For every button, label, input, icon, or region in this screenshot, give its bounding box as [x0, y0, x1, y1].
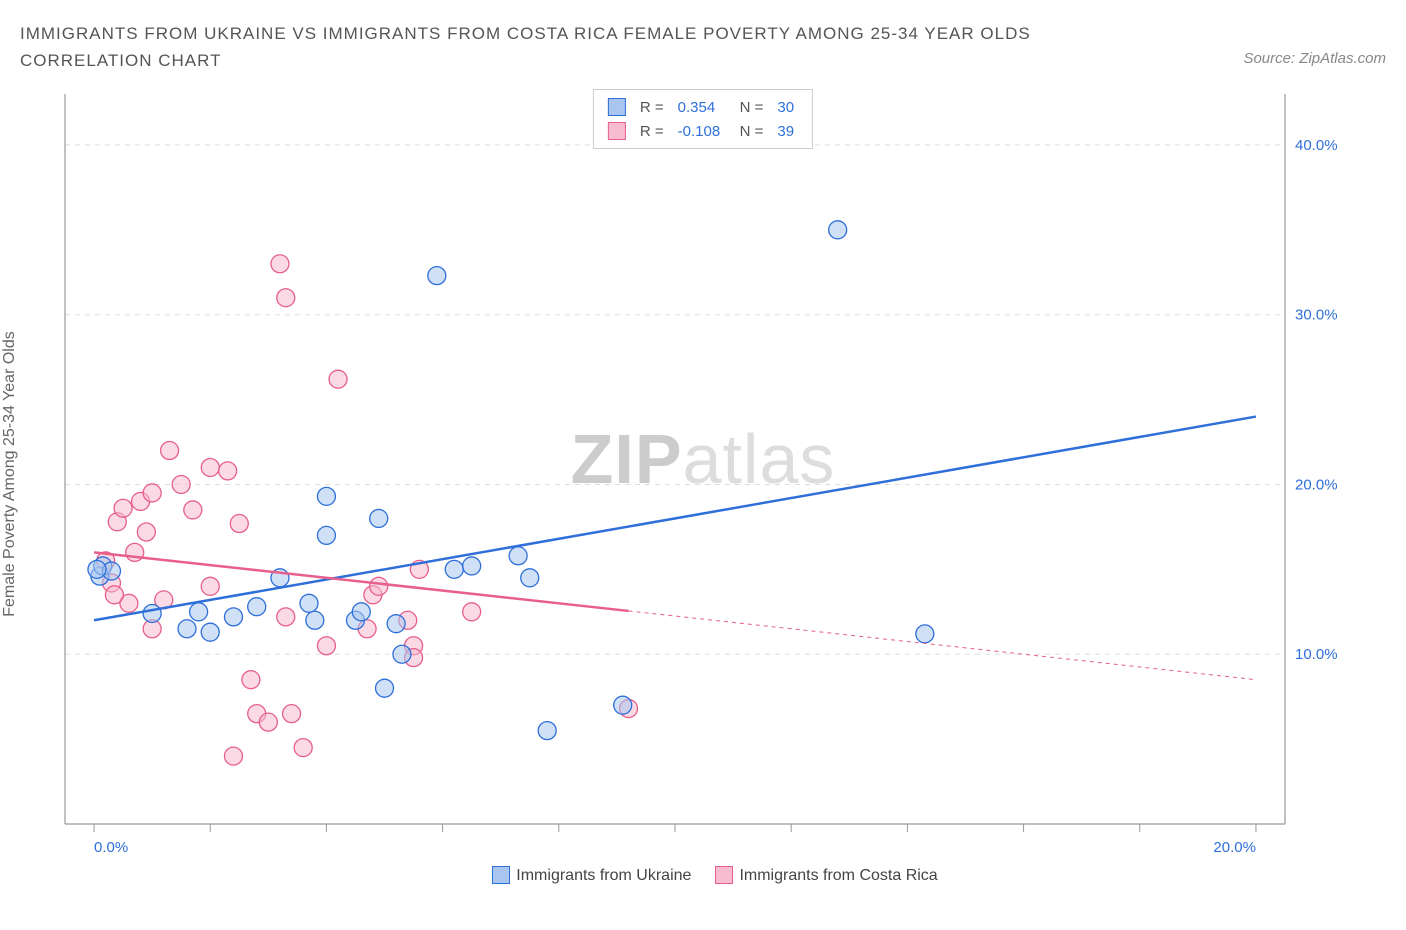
- data-point: [242, 671, 260, 689]
- data-point: [178, 620, 196, 638]
- data-point: [283, 705, 301, 723]
- data-point: [114, 500, 132, 518]
- data-point: [105, 586, 123, 604]
- scatter-chart-svg: 10.0% 20.0% 30.0% 40.0% 0.0% 20.0%: [20, 84, 1340, 864]
- data-point: [509, 547, 527, 565]
- data-point: [916, 625, 934, 643]
- data-point: [161, 442, 179, 460]
- legend-swatch: [715, 866, 733, 884]
- data-point: [300, 595, 318, 613]
- legend-n-value: 39: [771, 120, 800, 142]
- data-point: [317, 637, 335, 655]
- data-point: [277, 608, 295, 626]
- data-point: [463, 603, 481, 621]
- legend-r-value: -0.108: [672, 120, 732, 142]
- legend-swatch: [608, 98, 626, 116]
- data-point: [230, 515, 248, 533]
- correlation-legend: R =0.354N =30 R =-0.108N =39: [593, 89, 813, 149]
- data-point: [428, 267, 446, 285]
- legend-series-label: Immigrants from Costa Rica: [739, 867, 937, 884]
- data-point: [306, 612, 324, 630]
- data-point: [201, 624, 219, 642]
- legend-n-label: N =: [734, 120, 770, 142]
- data-point: [184, 501, 202, 519]
- data-point: [224, 608, 242, 626]
- legend-swatch: [492, 866, 510, 884]
- data-point: [352, 603, 370, 621]
- data-point: [137, 523, 155, 541]
- data-point: [614, 697, 632, 715]
- data-point: [224, 747, 242, 765]
- y-axis-label: Female Poverty Among 25-34 Year Olds: [1, 332, 19, 618]
- data-point: [190, 603, 208, 621]
- data-point: [329, 371, 347, 389]
- regression-line: [94, 417, 1256, 621]
- data-point: [201, 578, 219, 596]
- svg-text:10.0%: 10.0%: [1295, 647, 1338, 664]
- svg-text:30.0%: 30.0%: [1295, 307, 1338, 324]
- data-point: [143, 484, 161, 502]
- data-point: [143, 605, 161, 623]
- data-point: [445, 561, 463, 579]
- data-point: [370, 510, 388, 528]
- legend-r-label: R =: [634, 96, 670, 118]
- svg-text:0.0%: 0.0%: [94, 839, 128, 856]
- data-point: [88, 561, 106, 579]
- svg-text:20.0%: 20.0%: [1295, 477, 1338, 494]
- data-point: [393, 646, 411, 664]
- legend-series-label: Immigrants from Ukraine: [516, 867, 691, 884]
- data-point: [271, 255, 289, 273]
- legend-n-value: 30: [771, 96, 800, 118]
- data-point: [201, 459, 219, 477]
- data-point: [370, 578, 388, 596]
- legend-n-label: N =: [734, 96, 770, 118]
- data-point: [317, 527, 335, 545]
- svg-text:20.0%: 20.0%: [1213, 839, 1256, 856]
- svg-text:40.0%: 40.0%: [1295, 137, 1338, 154]
- data-point: [219, 462, 237, 480]
- data-point: [172, 476, 190, 494]
- regression-line-extrapolated: [629, 611, 1256, 680]
- data-point: [317, 488, 335, 506]
- chart-area: Female Poverty Among 25-34 Year Olds 10.…: [20, 84, 1386, 864]
- data-point: [538, 722, 556, 740]
- data-point: [463, 557, 481, 575]
- data-point: [376, 680, 394, 698]
- source-label: Source: ZipAtlas.com: [1243, 50, 1386, 67]
- data-point: [294, 739, 312, 757]
- data-point: [277, 289, 295, 307]
- legend-swatch: [608, 122, 626, 140]
- data-point: [829, 221, 847, 239]
- data-point: [387, 615, 405, 633]
- data-point: [248, 598, 266, 616]
- series-legend: Immigrants from Ukraine Immigrants from C…: [20, 866, 1386, 884]
- chart-title: IMMIGRANTS FROM UKRAINE VS IMMIGRANTS FR…: [20, 20, 1120, 74]
- data-point: [521, 569, 539, 587]
- legend-r-label: R =: [634, 120, 670, 142]
- data-point: [259, 714, 277, 732]
- legend-r-value: 0.354: [672, 96, 732, 118]
